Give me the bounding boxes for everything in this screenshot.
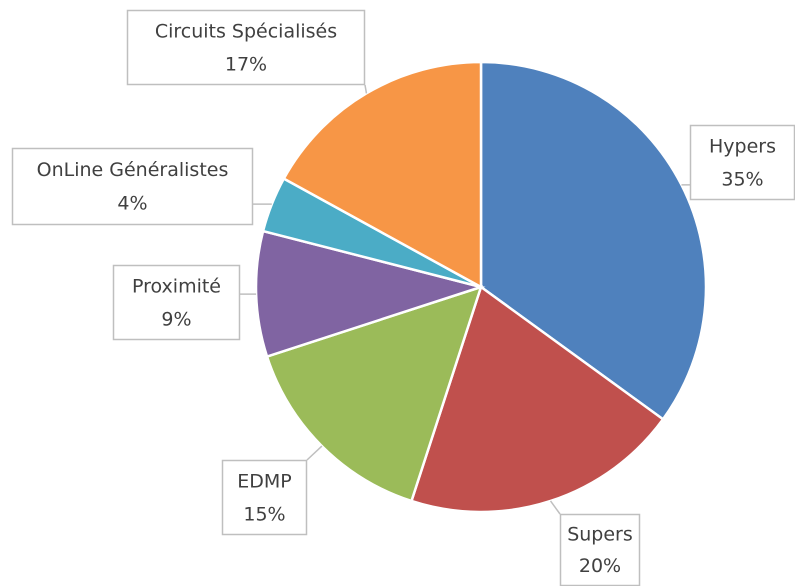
data-label-name: EDMP [237,470,292,492]
leader-line [306,445,323,461]
data-label-value: 35% [721,168,763,190]
label-box [126,9,366,86]
data-label-value: 9% [161,308,191,330]
leader-line [364,84,368,94]
data-label-value: 4% [117,193,147,215]
pie-slice [265,285,483,503]
data-label-value: 20% [579,555,621,577]
data-label-name: Hypers [709,135,776,157]
pie-slice [254,229,486,359]
data-label-value: 17% [225,53,267,75]
data-label-name: Circuits Spécialisés [155,20,337,42]
data-label-name: Proximité [132,275,221,297]
label-box [689,124,795,201]
data-label-value: 15% [243,503,285,525]
data-label-name: OnLine Généralistes [37,159,229,181]
leader-line [549,500,561,515]
label-box [112,264,241,341]
label-box [11,147,254,226]
data-label-name: Supers [567,523,633,545]
pie-slice [409,284,665,514]
label-box [221,459,308,536]
